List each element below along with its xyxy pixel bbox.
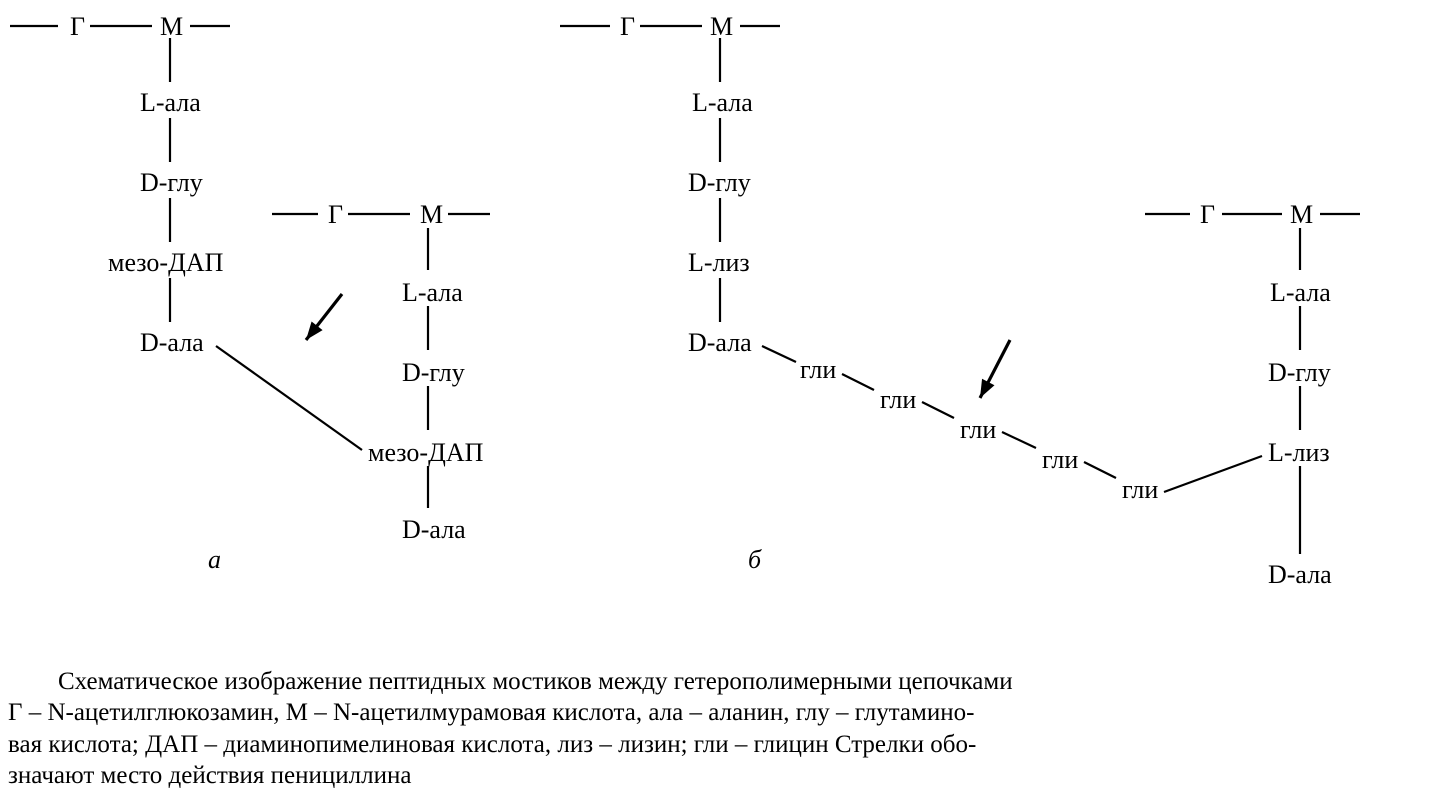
diagram-b-lines bbox=[560, 26, 1360, 554]
b-c1-2: D-глу bbox=[688, 168, 751, 198]
caption-line1: Схематическое изображение пептидных мост… bbox=[8, 666, 1439, 697]
a-c2-1: L-ала bbox=[402, 278, 463, 308]
a-c1-1: L-ала bbox=[140, 88, 201, 118]
b-c2-4: D-ала bbox=[1268, 560, 1332, 590]
a-c2-2: D-глу bbox=[402, 358, 465, 388]
b-c1-4: D-ала bbox=[688, 328, 752, 358]
b-top2-G: Г bbox=[1200, 200, 1215, 230]
b-c1-3: L-лиз bbox=[688, 248, 750, 278]
a-top1-M: М bbox=[160, 12, 183, 42]
a-top2-G: Г bbox=[328, 200, 343, 230]
b-top1-G: Г bbox=[620, 12, 635, 42]
a-top2-M: М bbox=[420, 200, 443, 230]
b-top2-M: М bbox=[1290, 200, 1313, 230]
diagram-b-arrows bbox=[980, 340, 1010, 398]
caption-line2: Г – N-ацетилглюкозамин, М – N-ацетилмура… bbox=[8, 697, 1439, 728]
a-c2-4: D-ала bbox=[402, 515, 466, 545]
b-letter: б bbox=[748, 545, 761, 575]
diagram-a-arrows bbox=[306, 294, 342, 340]
b-c2-3: L-лиз bbox=[1268, 438, 1330, 468]
a-c1-3: мезо-ДАП bbox=[108, 248, 223, 278]
caption-line3: вая кислота; ДАП – диаминопимелиновая ки… bbox=[8, 729, 1439, 760]
b-c2-1: L-ала bbox=[1270, 278, 1331, 308]
b-top1-M: М bbox=[710, 12, 733, 42]
b-c1-1: L-ала bbox=[692, 88, 753, 118]
a-letter: а bbox=[208, 545, 221, 575]
caption-line4: значают место действия пенициллина bbox=[8, 760, 1439, 791]
a-top1-G: Г bbox=[70, 12, 85, 42]
a-c2-3: мезо-ДАП bbox=[368, 438, 483, 468]
diagram-container: Г М L-ала D-глу мезо-ДАП D-ала Г М L-ала… bbox=[0, 0, 1447, 680]
a-c1-2: D-глу bbox=[140, 168, 203, 198]
b-gly1: гли bbox=[800, 355, 836, 385]
b-c2-2: D-глу bbox=[1268, 358, 1331, 388]
diagram-a-lines bbox=[10, 26, 490, 508]
b-gly5: гли bbox=[1122, 475, 1158, 505]
b-gly3: гли bbox=[960, 415, 996, 445]
b-gly4: гли bbox=[1042, 445, 1078, 475]
b-gly2: гли bbox=[880, 385, 916, 415]
a-c1-4: D-ала bbox=[140, 328, 204, 358]
caption: Схематическое изображение пептидных мост… bbox=[0, 666, 1447, 791]
